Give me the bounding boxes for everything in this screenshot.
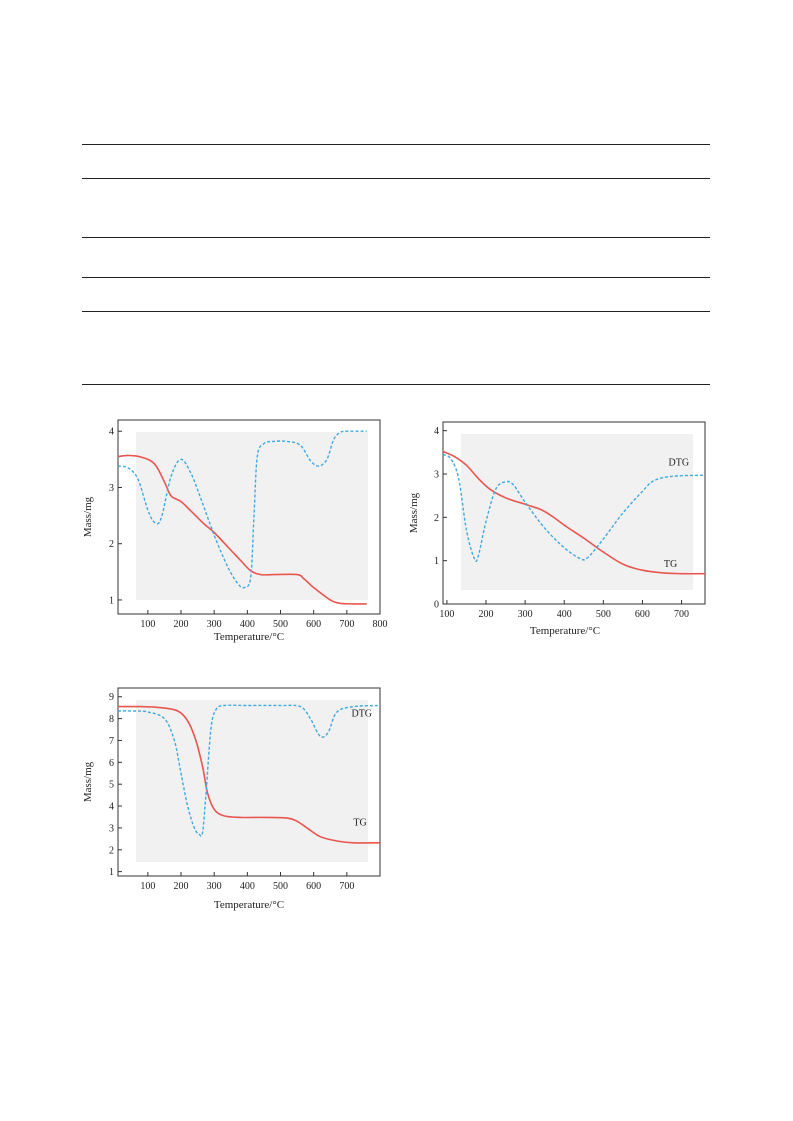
y-tick-label: 7 — [109, 736, 114, 747]
x-tick-label: 300 — [207, 619, 222, 630]
x-axis-label: Temperature/°C — [214, 631, 284, 643]
tg-dtg-chart-3: Mass/mg Temperature/°C 100 200 300 400 500 60… — [82, 687, 381, 911]
x-tick-label: 300 — [518, 609, 533, 620]
plot-background — [461, 434, 693, 590]
table-rule-row-1 — [82, 237, 710, 238]
x-tick-label: 300 — [207, 881, 222, 892]
curve-label-tg: TG — [664, 559, 677, 570]
x-tick-label: 400 — [557, 609, 572, 620]
tg-curve — [442, 450, 706, 575]
plot-background — [136, 700, 368, 862]
tg-dtg-chart-1: Mass/mg Temperature/°C 100 200 300 400 500 60… — [82, 419, 388, 643]
x-tick-label: 600 — [306, 619, 321, 630]
tg-dtg-chart-2: Mass/mg Temperature/°C 100 200 300 400 500 60… — [408, 421, 706, 637]
x-tick-label: 400 — [240, 619, 255, 630]
y-tick-label: 9 — [109, 692, 114, 703]
y-tick-label: 2 — [109, 539, 114, 550]
y-tick-label: 4 — [109, 427, 114, 438]
y-tick-label: 4 — [109, 802, 114, 813]
x-tick-label: 500 — [273, 881, 288, 892]
y-tick-label: 4 — [434, 426, 439, 437]
plot-background — [136, 432, 368, 600]
y-tick-label: 0 — [434, 600, 439, 611]
curve-label-tg: TG — [353, 818, 366, 829]
table-rule-row-3 — [82, 311, 710, 312]
x-tick-label: 800 — [373, 619, 388, 630]
y-axis-label: Mass/mg — [408, 492, 420, 533]
x-tick-label: 200 — [174, 881, 189, 892]
x-tick-label: 200 — [174, 619, 189, 630]
y-tick-label: 1 — [109, 867, 114, 878]
curve-label-dtg: DTG — [669, 457, 690, 468]
y-tick-label: 6 — [109, 758, 114, 769]
dtg-curve — [117, 704, 381, 837]
y-tick-label: 1 — [109, 595, 114, 606]
solid-curve — [117, 454, 367, 605]
x-axis-label: Temperature/°C — [530, 625, 600, 637]
tg-curve — [117, 705, 381, 844]
x-axis-label: Temperature/°C — [214, 899, 284, 911]
table-rule-top — [82, 144, 710, 145]
x-tick-label: 100 — [140, 619, 155, 630]
y-tick-label: 2 — [109, 845, 114, 856]
x-tick-label: 100 — [439, 609, 454, 620]
x-tick-label: 700 — [674, 609, 689, 620]
y-tick-label: 3 — [109, 483, 114, 494]
curve-label-dtg: DTG — [351, 708, 372, 719]
x-tick-label: 600 — [635, 609, 650, 620]
y-tick-label: 3 — [434, 470, 439, 481]
y-tick-label: 5 — [109, 780, 114, 791]
x-tick-label: 700 — [339, 881, 354, 892]
plot-frame — [442, 421, 706, 605]
plot-frame — [117, 687, 381, 877]
x-tick-label: 100 — [140, 881, 155, 892]
x-tick-label: 400 — [240, 881, 255, 892]
dashed-curve — [117, 430, 367, 589]
x-tick-label: 600 — [306, 881, 321, 892]
x-tick-label: 500 — [596, 609, 611, 620]
plot-frame — [117, 419, 381, 615]
y-axis-label: Mass/mg — [82, 761, 94, 802]
y-tick-label: 2 — [434, 513, 439, 524]
x-tick-label: 700 — [339, 619, 354, 630]
table-rule-row-2 — [82, 277, 710, 278]
y-tick-label: 1 — [434, 556, 439, 567]
y-axis-label: Mass/mg — [82, 496, 94, 537]
table-rule-bottom — [82, 384, 710, 385]
table-rule-header — [82, 178, 710, 179]
x-tick-label: 200 — [479, 609, 494, 620]
x-tick-label: 500 — [273, 619, 288, 630]
y-tick-label: 8 — [109, 714, 114, 725]
y-tick-label: 3 — [109, 823, 114, 834]
